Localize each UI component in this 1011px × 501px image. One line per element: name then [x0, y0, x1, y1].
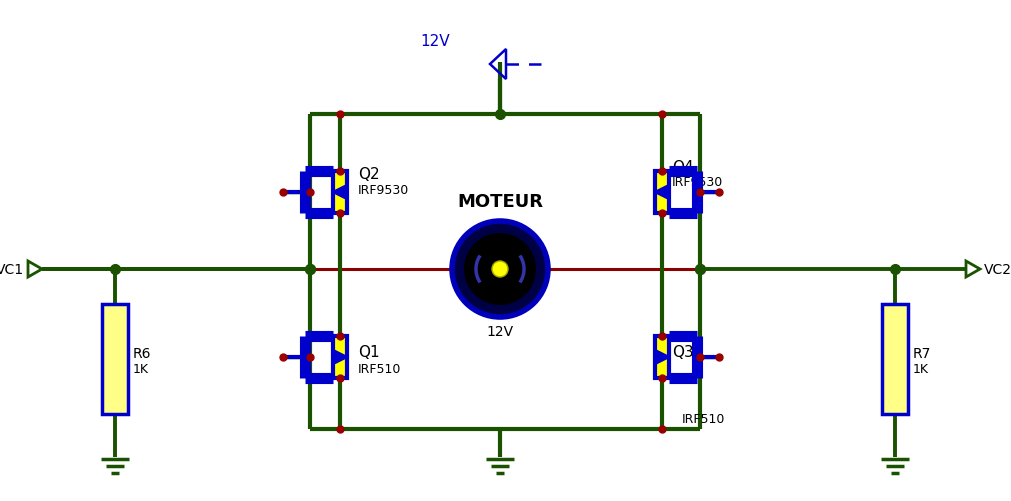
Text: VC1: VC1 — [0, 263, 24, 277]
Text: 12V: 12V — [486, 324, 513, 338]
Polygon shape — [332, 349, 348, 365]
Text: Q3: Q3 — [671, 345, 694, 360]
Circle shape — [452, 221, 548, 317]
Text: IRF9530: IRF9530 — [671, 176, 723, 189]
Bar — [654, 172, 668, 213]
Text: VC2: VC2 — [983, 263, 1011, 277]
Circle shape — [463, 233, 536, 306]
Bar — [654, 336, 668, 378]
Bar — [882, 305, 907, 414]
Text: IRF510: IRF510 — [681, 413, 725, 426]
Text: 12V: 12V — [420, 35, 449, 50]
Text: R7: R7 — [912, 346, 930, 360]
Text: IRF510: IRF510 — [358, 363, 401, 376]
Polygon shape — [332, 185, 348, 200]
Circle shape — [491, 262, 508, 278]
Text: Q2: Q2 — [358, 167, 379, 182]
Text: Q4: Q4 — [671, 160, 693, 175]
Polygon shape — [653, 185, 669, 200]
Bar — [654, 336, 668, 378]
Polygon shape — [653, 349, 669, 365]
Bar — [333, 172, 347, 213]
Text: R6: R6 — [132, 346, 152, 360]
Text: MOTEUR: MOTEUR — [457, 192, 543, 210]
Text: IRF9530: IRF9530 — [358, 184, 408, 197]
Text: 1K: 1K — [912, 363, 928, 376]
Bar — [333, 172, 347, 213]
Bar — [654, 172, 668, 213]
Bar — [333, 336, 347, 378]
Bar — [333, 336, 347, 378]
Text: Q1: Q1 — [358, 345, 379, 360]
Text: 1K: 1K — [132, 363, 149, 376]
Bar — [102, 305, 127, 414]
